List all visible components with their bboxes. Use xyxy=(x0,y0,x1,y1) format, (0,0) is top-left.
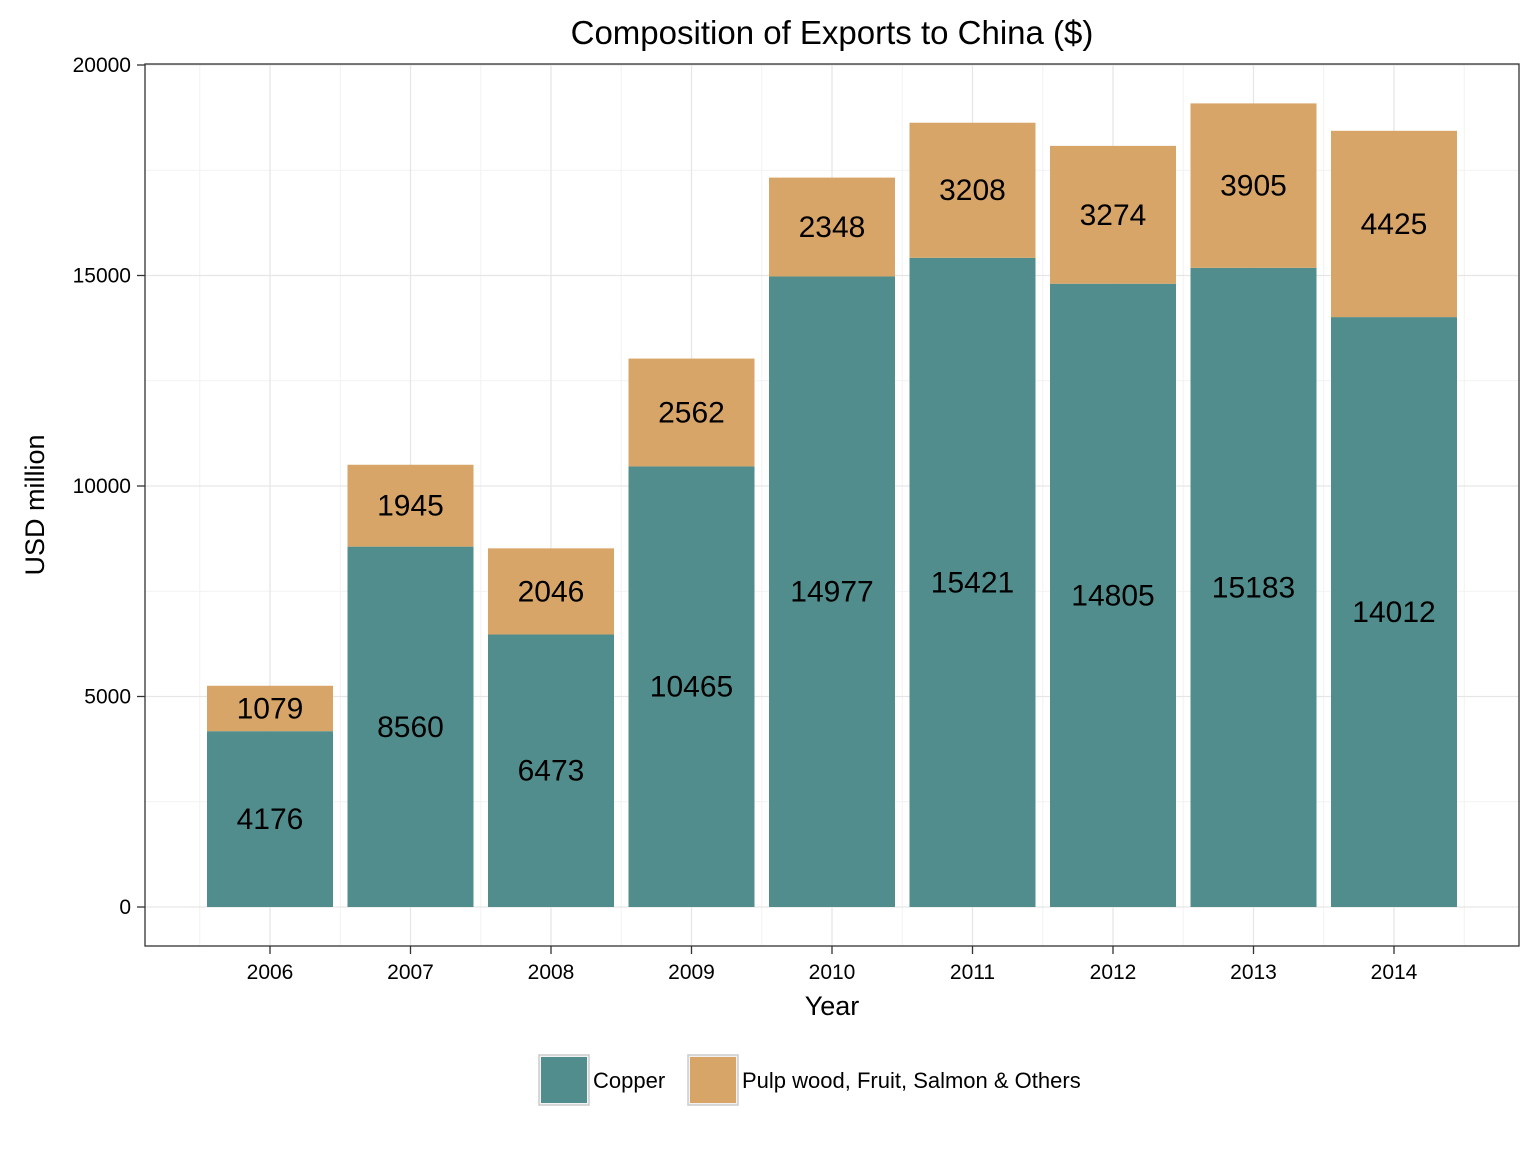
bar-others xyxy=(1190,103,1317,268)
data-label: 2562 xyxy=(658,396,725,429)
data-label: 8560 xyxy=(377,711,444,744)
x-tick-label: 2011 xyxy=(950,961,995,984)
y-tick-label: 20000 xyxy=(73,54,131,77)
data-label: 3274 xyxy=(1080,199,1147,232)
bar-others xyxy=(1050,145,1176,284)
x-tick-label: 2013 xyxy=(1230,961,1277,984)
bar-others xyxy=(769,177,895,277)
data-label: 14805 xyxy=(1071,579,1154,612)
bar-copper xyxy=(1190,267,1317,908)
bar-others xyxy=(488,548,614,635)
data-label: 14977 xyxy=(790,576,873,609)
y-tick-label: 5000 xyxy=(84,686,131,709)
plot-area: 4176 1079 8560 1945 6473 2046 10465 2562 14977 23… xyxy=(73,54,1520,984)
data-label: 2046 xyxy=(518,575,585,608)
bar-copper xyxy=(628,466,755,907)
data-label: 15421 xyxy=(931,566,1014,599)
bar-copper xyxy=(1050,283,1176,908)
bar-copper xyxy=(207,731,333,907)
chart-title: Composition of Exports to China ($) xyxy=(571,14,1094,51)
bar-others xyxy=(909,122,1036,258)
x-tick-label: 2010 xyxy=(809,961,856,984)
legend-label: Copper xyxy=(593,1068,665,1093)
bar-copper xyxy=(769,276,895,908)
bar-others xyxy=(1331,130,1457,318)
x-tick-label: 2012 xyxy=(1090,961,1137,984)
x-axis-title: Year xyxy=(805,991,860,1021)
data-label: 14012 xyxy=(1352,596,1435,629)
bar-copper xyxy=(1331,317,1457,907)
data-label: 3905 xyxy=(1220,170,1287,203)
x-tick-label: 2007 xyxy=(387,961,434,984)
x-tick-label: 2014 xyxy=(1371,961,1418,984)
bar-copper xyxy=(909,257,1036,908)
legend: Copper Pulp wood, Fruit, Salmon & Others xyxy=(538,1054,1081,1106)
y-tick-label: 10000 xyxy=(73,475,131,498)
x-tick-label: 2008 xyxy=(528,961,575,984)
data-label: 6473 xyxy=(518,755,585,788)
legend-label: Pulp wood, Fruit, Salmon & Others xyxy=(742,1068,1081,1093)
data-label: 3208 xyxy=(939,174,1006,207)
y-tick-label: 15000 xyxy=(73,265,131,288)
bar-copper xyxy=(488,634,614,907)
legend-key-swatch xyxy=(541,1057,587,1103)
bar-others xyxy=(347,464,474,547)
data-label: 4425 xyxy=(1361,208,1428,241)
data-label: 1079 xyxy=(237,692,304,725)
data-label: 10465 xyxy=(650,671,733,704)
bar-others xyxy=(207,685,333,732)
data-label: 15183 xyxy=(1212,571,1295,604)
data-label: 2348 xyxy=(799,211,866,244)
bar-others xyxy=(628,358,755,467)
bar-copper xyxy=(347,546,474,907)
data-label: 1945 xyxy=(377,490,444,523)
x-tick-label: 2009 xyxy=(668,961,715,984)
y-tick-label: 0 xyxy=(119,896,131,919)
x-tick-label: 2006 xyxy=(247,961,294,984)
y-axis-title: USD million xyxy=(20,434,50,575)
data-label: 4176 xyxy=(237,803,304,836)
legend-key-swatch xyxy=(690,1057,736,1103)
